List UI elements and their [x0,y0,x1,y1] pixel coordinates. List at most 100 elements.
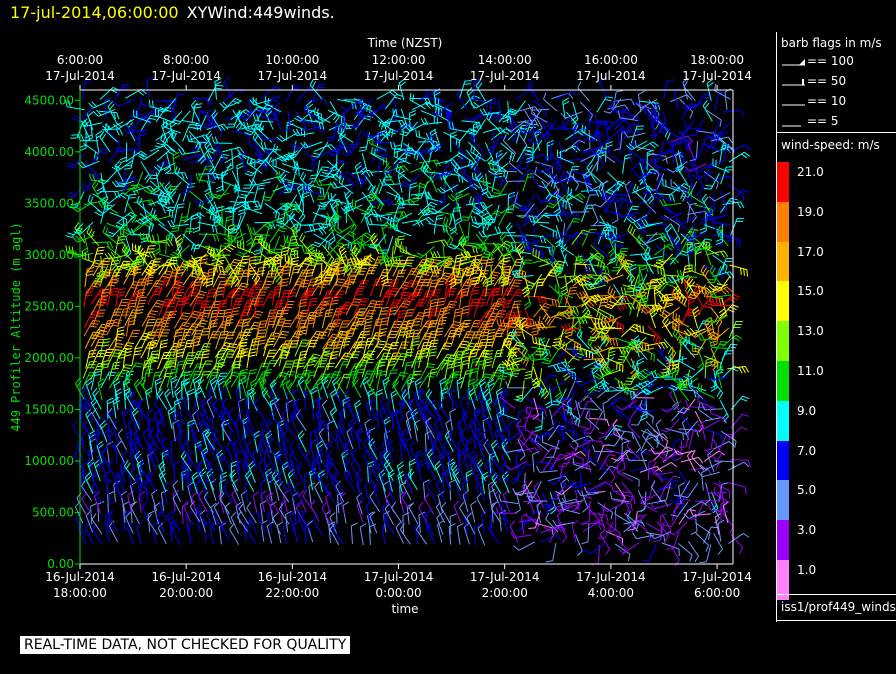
barb-shaft [205,331,214,349]
barb-flag [107,400,114,405]
barb-flag [173,132,177,140]
barb-flag [252,324,260,327]
barb-shaft [324,426,337,442]
barb-shaft [245,415,255,432]
barb-shaft [290,414,298,432]
barb-flag [341,344,350,346]
barb-shaft [309,443,315,461]
barb-flag [71,207,78,213]
barb-shaft [222,279,227,298]
barb-flag [117,428,124,435]
wind-barb [290,409,298,432]
barb-flag [176,206,185,209]
barb-flag [108,459,114,466]
barb-flag [231,374,239,377]
barb-flag [249,351,257,354]
wind-barb [108,511,119,533]
barb-flag [256,310,264,314]
barb-flag [149,346,157,349]
barb-flag [224,247,232,253]
barb-flag [98,201,103,209]
barb-flag [122,84,130,86]
barb-shaft [83,289,88,308]
wind-barb [188,130,202,151]
barb-flag [214,136,219,144]
barb-shaft [253,185,259,204]
wind-barb [185,429,193,452]
barb-flag [222,250,224,258]
barb-flag [140,296,148,299]
barb-flag [139,232,142,240]
wind-barb [104,123,118,143]
barb-shaft [212,405,223,422]
barb-flag [118,182,126,185]
barb-flag [72,117,79,122]
barb-flag [287,255,290,263]
barb-flag [223,481,229,488]
barb-flag [211,136,215,144]
barb-flag [329,512,336,518]
barb-flag [266,421,273,428]
barb-flag [95,130,103,136]
barb-flag [100,420,106,426]
wind-barb [337,98,357,110]
wind-barb [223,481,233,503]
barb-flag [192,474,199,481]
barb-shaft [304,278,312,297]
barb-flag [341,357,349,361]
wind-barb [235,386,243,409]
wind-barb [142,368,154,389]
barb-flag [80,120,86,127]
wind-barb [311,83,326,102]
barb-flag [333,347,341,350]
barb-flag [149,428,155,435]
barb-flag [320,169,328,172]
wind-barb [115,364,133,381]
barb-flag [315,315,323,318]
barb-flag [314,481,320,488]
barb-flag [122,369,130,372]
barb-flag [200,258,208,261]
wind-barb [128,99,143,117]
barb-shaft [304,252,323,255]
wind-barb [258,458,266,481]
barb-shaft [270,372,282,388]
barb-flag [113,479,119,487]
wind-barb [85,377,93,400]
barb-flag [213,501,220,508]
barb-shaft [182,233,197,247]
wind-barb [203,491,214,513]
barb-flag [116,343,124,345]
barb-flag [273,262,281,266]
wind-barb [238,152,256,168]
barb-flag [228,430,234,437]
barb-flag [73,231,81,235]
barb-flag [337,272,345,276]
barb-flag [121,87,129,89]
barb-flag [233,371,241,375]
barb-shaft [113,483,117,502]
barb-flag [257,273,265,276]
barb-flag [92,473,99,479]
barb-flag [119,194,127,199]
barb-flag [246,440,253,447]
wind-barb [122,347,133,368]
barb-flag [92,319,100,322]
barb-shaft [124,281,135,298]
barb-flag [163,145,169,152]
wind-barb [82,170,92,192]
barb-shaft [226,445,234,463]
barb-shaft [336,233,353,244]
barb-shaft [107,494,109,513]
barb-flag [309,358,317,362]
barb-flag [181,147,186,155]
barb-flag [126,373,134,377]
barb-flag [264,96,267,104]
wind-barb [91,180,102,202]
barb-flag [300,171,305,179]
barb-flag [200,158,206,165]
barb-flag [280,333,288,336]
barb-flag [200,398,206,404]
barb-shaft [321,310,327,329]
barb-flag [252,178,257,185]
